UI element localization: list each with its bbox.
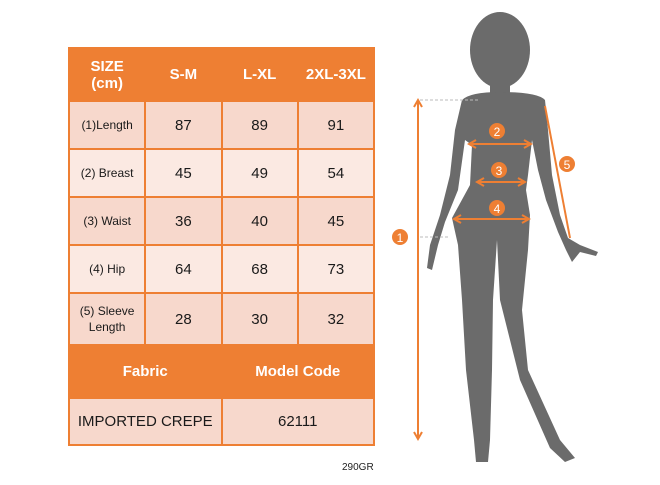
table-row: (3) Waist 36 40 45 bbox=[67, 196, 376, 246]
svg-text:1: 1 bbox=[397, 231, 404, 245]
table-row: (4) Hip 64 68 73 bbox=[67, 244, 376, 294]
row-label: (2) Breast bbox=[67, 148, 147, 198]
row-label: (4) Hip bbox=[67, 244, 147, 294]
col-header: S-M bbox=[144, 47, 223, 102]
model-code-header: Model Code bbox=[220, 344, 375, 399]
cell: 54 bbox=[296, 148, 376, 198]
col-header: L-XL bbox=[220, 47, 299, 102]
marker-2: 2 bbox=[489, 123, 505, 139]
table-header-row: SIZE (cm) S-M L-XL 2XL-3XL bbox=[67, 47, 376, 102]
cell: 89 bbox=[220, 100, 299, 150]
model-code-value: 62111 bbox=[220, 397, 375, 446]
size-chart-table: SIZE (cm) S-M L-XL 2XL-3XL (1)Length 87 8… bbox=[67, 47, 376, 446]
guide-lines bbox=[420, 99, 478, 238]
cell: 68 bbox=[220, 244, 299, 294]
table-row: (1)Length 87 89 91 bbox=[67, 100, 376, 150]
cell: 40 bbox=[220, 196, 299, 246]
fabric-header-row: Fabric Model Code bbox=[68, 344, 375, 399]
cell: 30 bbox=[220, 292, 299, 346]
table-row: (2) Breast 45 49 54 bbox=[67, 148, 376, 198]
marker-3: 3 bbox=[491, 162, 507, 178]
svg-text:5: 5 bbox=[564, 158, 571, 172]
row-label-line1: (5) Sleeve bbox=[79, 304, 135, 318]
marker-1: 1 bbox=[392, 229, 408, 245]
fabric-row: IMPORTED CREPE 62111 bbox=[68, 397, 375, 446]
fabric-header: Fabric bbox=[68, 344, 223, 399]
cell: 73 bbox=[296, 244, 376, 294]
cell: 36 bbox=[144, 196, 223, 246]
row-label: (5) Sleeve Length bbox=[67, 292, 147, 346]
svg-text:3: 3 bbox=[496, 164, 503, 178]
marker-5: 5 bbox=[559, 156, 575, 172]
col-header: 2XL-3XL bbox=[296, 47, 376, 102]
row-label: (3) Waist bbox=[67, 196, 147, 246]
table-row: (5) Sleeve Length 28 30 32 bbox=[67, 292, 376, 346]
cell: 45 bbox=[144, 148, 223, 198]
weight-code: 290GR bbox=[342, 462, 374, 473]
woman-silhouette bbox=[427, 12, 598, 462]
svg-text:4: 4 bbox=[494, 202, 501, 216]
row-label: (1)Length bbox=[67, 100, 147, 150]
marker-4: 4 bbox=[489, 200, 505, 216]
svg-text:2: 2 bbox=[494, 125, 501, 139]
fabric-value: IMPORTED CREPE bbox=[68, 397, 223, 446]
cell: 64 bbox=[144, 244, 223, 294]
size-header-line2: (cm) bbox=[91, 74, 123, 92]
measurement-arrows bbox=[413, 97, 571, 442]
cell: 28 bbox=[144, 292, 223, 346]
cell: 87 bbox=[144, 100, 223, 150]
cell: 91 bbox=[296, 100, 376, 150]
cell: 32 bbox=[296, 292, 376, 346]
cell: 45 bbox=[296, 196, 376, 246]
cell: 49 bbox=[220, 148, 299, 198]
size-header-line1: SIZE bbox=[90, 57, 124, 75]
row-label-line2: Length bbox=[88, 320, 126, 334]
size-header: SIZE (cm) bbox=[67, 47, 147, 102]
